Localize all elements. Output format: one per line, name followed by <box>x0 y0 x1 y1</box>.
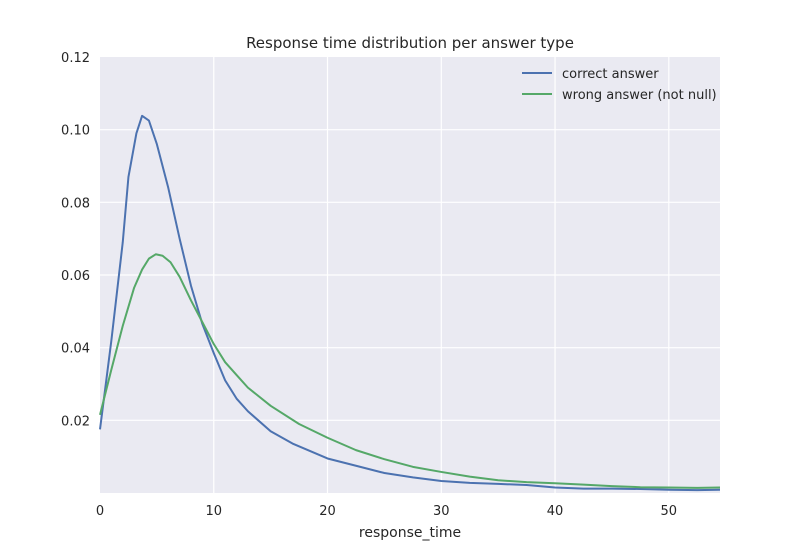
y-tick-label: 0.06 <box>61 269 90 284</box>
chart-title: Response time distribution per answer ty… <box>246 34 574 52</box>
series-line <box>99 253 721 489</box>
y-tick-label: 0.12 <box>61 51 90 66</box>
y-tick-label: 0.10 <box>61 124 90 139</box>
legend-label: correct answer <box>562 67 659 82</box>
legend-label: wrong answer (not null) <box>562 88 717 103</box>
x-tick-label: 20 <box>319 504 336 519</box>
series-layer <box>99 114 721 492</box>
y-tick-label: 0.08 <box>61 196 90 211</box>
grid <box>100 57 720 493</box>
x-tick-label: 30 <box>433 504 450 519</box>
x-tick-label: 40 <box>547 504 564 519</box>
x-tick-label: 10 <box>205 504 222 519</box>
y-tick-label: 0.04 <box>61 342 90 357</box>
x-axis-ticks: 0 10 20 30 40 50 <box>96 504 677 519</box>
series-line <box>99 114 721 492</box>
x-axis-label: response_time <box>359 525 461 541</box>
legend: correct answer wrong answer (not null) <box>522 67 717 103</box>
y-tick-label: 0.02 <box>61 414 90 429</box>
y-axis-ticks: 0.02 0.04 0.06 0.08 0.10 0.12 <box>61 51 90 429</box>
x-tick-label: 0 <box>96 504 104 519</box>
x-tick-label: 50 <box>661 504 678 519</box>
